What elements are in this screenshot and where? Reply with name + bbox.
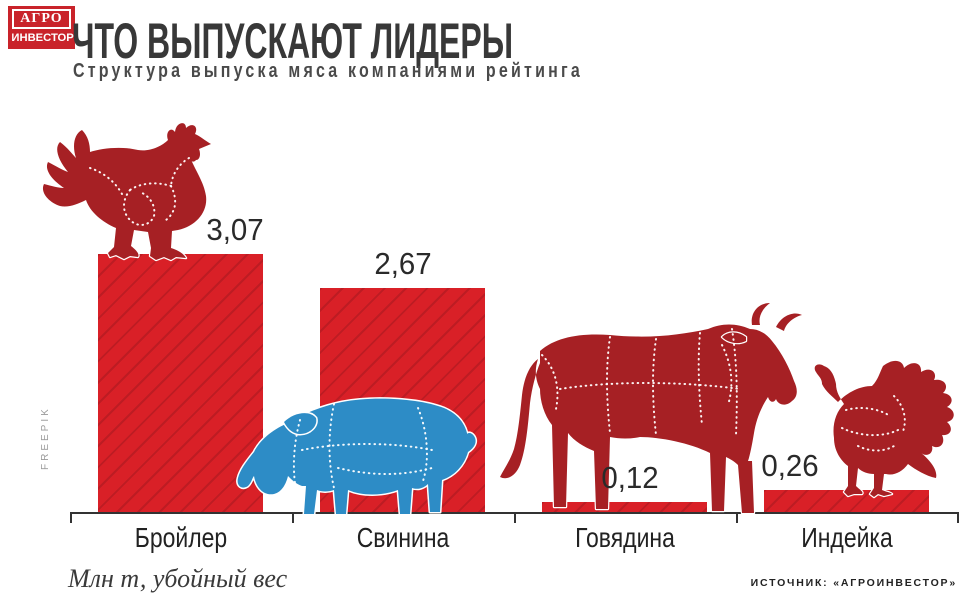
turkey-icon <box>813 359 955 499</box>
category-label-turkey: Индейка <box>801 522 893 553</box>
page-title: ЧТО ВЫПУСКАЮТ ЛИДЕРЫ <box>72 13 514 69</box>
bar-broiler <box>98 254 263 512</box>
value-label-beef: 0,12 <box>601 460 659 495</box>
category-label-beef: Говядина <box>575 522 675 553</box>
logo-line2: ИНВЕСТОР <box>11 32 74 44</box>
category-label-broiler: Бройлер <box>134 522 228 553</box>
value-label-pork: 2,67 <box>374 246 432 281</box>
cow-icon <box>498 301 804 515</box>
axis-tick <box>70 513 72 523</box>
axis-tick <box>514 513 516 523</box>
unit-note: Млн т, убойный вес <box>68 564 288 593</box>
pig-icon <box>236 397 478 516</box>
logo-line1: АГРО <box>12 9 71 29</box>
agroinvestor-logo: АГРО ИНВЕСТОР <box>8 6 75 49</box>
value-label-turkey: 0,26 <box>761 448 819 483</box>
axis-tick <box>957 513 959 523</box>
chicken-icon <box>41 121 213 262</box>
bar-beef <box>542 502 707 512</box>
page-subtitle: Структура выпуска мяса компаниями рейтин… <box>73 60 583 82</box>
category-label-pork: Свинина <box>356 522 450 553</box>
freepik-credit: FREEPIK <box>40 406 51 470</box>
axis-tick <box>736 513 738 523</box>
axis-tick <box>292 513 294 523</box>
source-note: ИСТОЧНИК: «АГРОИНВЕСТОР» <box>750 577 957 589</box>
value-label-broiler: 3,07 <box>206 212 264 247</box>
